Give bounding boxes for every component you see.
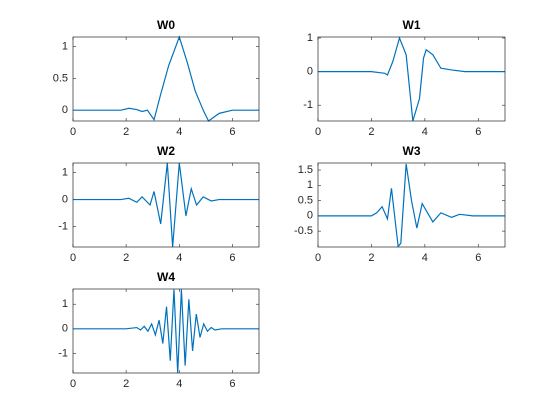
line [73,162,259,248]
x-tick-label: 0 [70,252,76,264]
y-tick-label: 1 [307,32,313,44]
y-tick-label: 1 [62,298,68,310]
x-tick-label: 0 [315,252,321,264]
y-tick-label: -1 [303,99,313,111]
y-tick-label: -1 [58,347,68,359]
y-tick-label: 0 [62,193,68,205]
axes-box [317,162,506,248]
line [73,289,259,374]
x-tick-label: 6 [475,126,481,138]
y-tick-label: 0.5 [53,72,68,84]
y-tick-label: -0.5 [294,225,313,237]
x-tick-label: 0 [70,126,76,138]
x-tick-label: 2 [123,378,129,390]
x-tick-label: 2 [123,252,129,264]
y-tick-label: 0.5 [298,194,313,206]
axes-box [72,162,260,248]
x-tick-label: 4 [176,378,182,390]
x-tick-label: 4 [176,252,182,264]
line [73,35,259,122]
axes-background [73,289,259,373]
x-tick-label: 4 [176,126,182,138]
axes-box [72,36,260,122]
axes-background [73,37,259,121]
axes-box [317,36,506,122]
subplot-title: W0 [157,18,175,32]
line [318,36,505,122]
y-tick-label: 1 [307,179,313,191]
x-tick-label: 2 [368,252,374,264]
x-tick-label: 0 [70,378,76,390]
y-tick-label: 1 [62,166,68,178]
x-tick-label: 2 [368,126,374,138]
subplot-title: W4 [157,270,175,284]
y-tick-label: -1 [58,221,68,233]
x-tick-label: 0 [315,126,321,138]
x-tick-label: 6 [229,378,235,390]
x-tick-label: 6 [229,252,235,264]
subplot-title: W2 [157,144,175,158]
subplot-title: W1 [403,18,421,32]
y-tick-label: 0 [62,104,68,116]
y-tick-label: 0 [62,323,68,335]
x-tick-label: 6 [475,252,481,264]
x-tick-label: 2 [123,126,129,138]
y-tick-label: 1.5 [298,164,313,176]
y-tick-label: 0 [307,210,313,222]
y-tick-label: 1 [62,40,68,52]
x-tick-label: 6 [229,126,235,138]
subplot-title: W3 [403,144,421,158]
line [318,163,505,248]
axes-background [318,163,505,247]
axes-box [72,288,260,374]
x-tick-label: 4 [422,252,428,264]
x-tick-label: 4 [422,126,428,138]
y-tick-label: 0 [307,66,313,78]
